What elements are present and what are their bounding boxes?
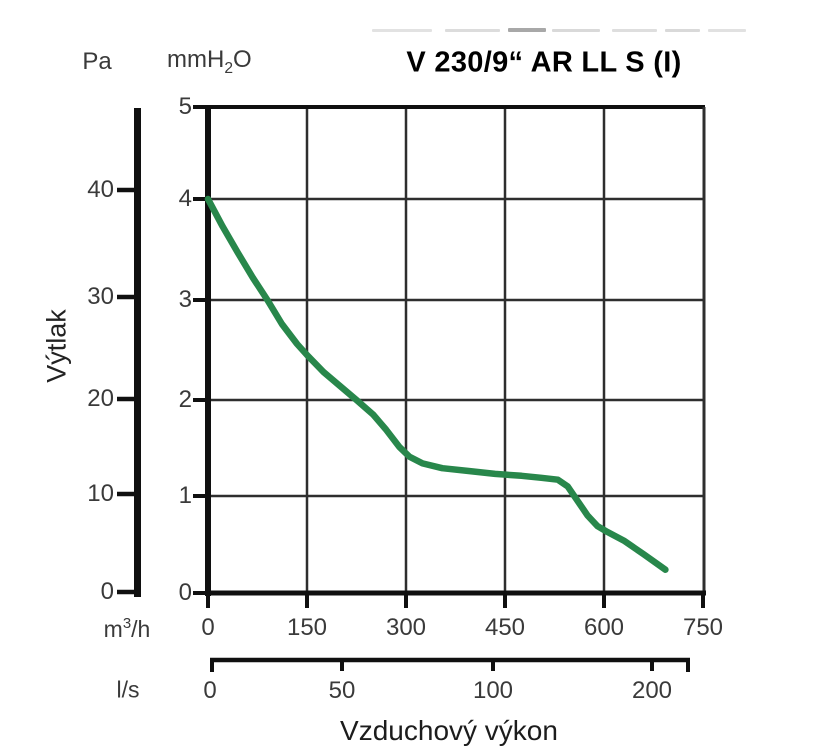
mmh2o-tick-label: 2 (178, 386, 192, 413)
mmh2o-unit-base: mmH (167, 46, 225, 74)
m3h-tick-label: 300 (385, 614, 427, 641)
mmh2o-unit-label: mmH2O (167, 46, 252, 78)
mmh2o-tick-label: 5 (178, 93, 192, 120)
m3h-tick-label: 600 (583, 614, 625, 641)
scan-artifact (372, 29, 432, 32)
chart-title: V 230/9“ AR LL S (I) (406, 46, 682, 79)
ls-tick-label: 0 (203, 677, 217, 704)
x-axis-title: Vzduchový výkon (340, 715, 558, 746)
mmh2o-unit-sub: 2 (224, 59, 234, 77)
m3h-tick-label: 150 (286, 614, 328, 641)
scan-artifact (708, 29, 746, 32)
mmh2o-tick-label: 1 (178, 482, 192, 509)
pa-tick-label: 30 (87, 283, 114, 310)
scan-artifact (508, 28, 546, 32)
ls-unit-label: l/s (116, 676, 140, 703)
m3h-tick-label: 0 (201, 614, 215, 641)
m3h-tick-label: 750 (682, 614, 724, 641)
pa-tick-label: 40 (87, 176, 114, 203)
ls-tick-label: 50 (328, 677, 356, 704)
pa-tick-label: 0 (100, 578, 114, 605)
scan-artifact (612, 29, 657, 32)
pa-tick-label: 20 (87, 385, 114, 412)
mmh2o-tick-label: 3 (178, 286, 192, 313)
scan-artifact (445, 29, 500, 32)
ls-tick-label: 100 (472, 677, 514, 704)
mmh2o-tick-label: 4 (178, 185, 192, 212)
performance-curve (204, 195, 669, 573)
m3h-unit-label: m3/h (104, 615, 151, 643)
m3h-tick-label: 450 (484, 614, 526, 641)
m3h-unit-base: m (103, 615, 123, 642)
scan-artifact (665, 29, 700, 32)
mmh2o-unit-rest: O (233, 46, 252, 74)
m3h-unit-rest: /h (131, 615, 151, 642)
ls-tick-label: 200 (631, 677, 673, 704)
scan-artifact (552, 29, 600, 32)
m3h-unit-sup: 3 (122, 615, 132, 633)
pa-tick-label: 10 (87, 480, 114, 507)
mmh2o-tick-label: 0 (178, 579, 192, 606)
pa-unit-label: Pa (82, 48, 112, 75)
